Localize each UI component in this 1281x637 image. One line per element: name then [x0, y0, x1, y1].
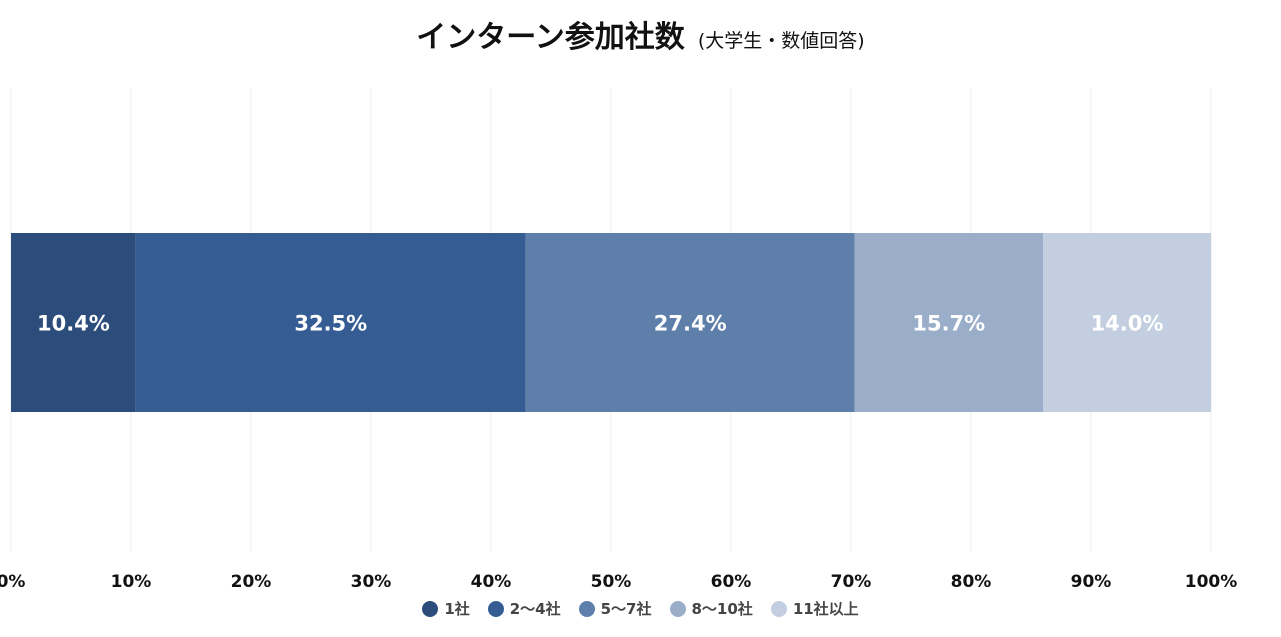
bar-segment	[1043, 233, 1211, 412]
legend-item: 1社	[422, 598, 470, 619]
legend-item: 2〜4社	[487, 598, 561, 619]
data-label: 15.7%	[912, 312, 985, 336]
legend-swatch	[487, 600, 504, 617]
bar-segment	[11, 233, 136, 412]
x-tick-label: 10%	[111, 572, 152, 592]
x-tick-label: 70%	[831, 572, 872, 592]
legend-item: 5〜7社	[578, 598, 652, 619]
legend-swatch	[770, 600, 787, 617]
legend-label: 11社以上	[792, 600, 859, 618]
bar-segment	[525, 233, 855, 412]
chart-subtitle: (大学生・数値回答)	[697, 30, 865, 52]
x-tick-label: 60%	[711, 572, 752, 592]
bar-segment	[854, 233, 1043, 412]
chart-title: インターン参加社数	[416, 20, 685, 55]
legend-swatch	[669, 600, 686, 617]
data-label: 14.0%	[1091, 312, 1164, 336]
legend-swatch	[422, 600, 439, 617]
bar-segment	[135, 233, 526, 412]
data-label: 32.5%	[294, 312, 367, 336]
x-tick-label: 80%	[951, 572, 992, 592]
x-tick-label: 90%	[1071, 572, 1112, 592]
x-tick-label: 20%	[231, 572, 272, 592]
x-tick-label: 40%	[471, 572, 512, 592]
data-label: 10.4%	[37, 312, 110, 336]
legend-item: 11社以上	[770, 598, 859, 619]
legend-label: 5〜7社	[600, 600, 652, 618]
x-tick-label: 30%	[351, 572, 392, 592]
x-tick-label: 100%	[1185, 572, 1238, 592]
legend-item: 8〜10社	[669, 598, 753, 619]
x-tick-label: 50%	[591, 572, 632, 592]
legend-swatch	[578, 600, 595, 617]
data-label: 27.4%	[654, 312, 727, 336]
legend-label: 1社	[444, 600, 470, 618]
stacked-bar-chart: 0% 10% 20% 30% 40% 50% 60% 70% 80% 90% 100% 10.4% 32…	[0, 88, 1238, 592]
chart-legend: 1社 2〜4社 5〜7社 8〜10社 11社以上	[0, 598, 1281, 619]
x-tick-label: 0%	[0, 572, 25, 592]
legend-label: 2〜4社	[509, 600, 561, 618]
legend-label: 8〜10社	[691, 600, 753, 618]
chart-title-area: インターン参加社数 (大学生・数値回答)	[0, 12, 1281, 56]
